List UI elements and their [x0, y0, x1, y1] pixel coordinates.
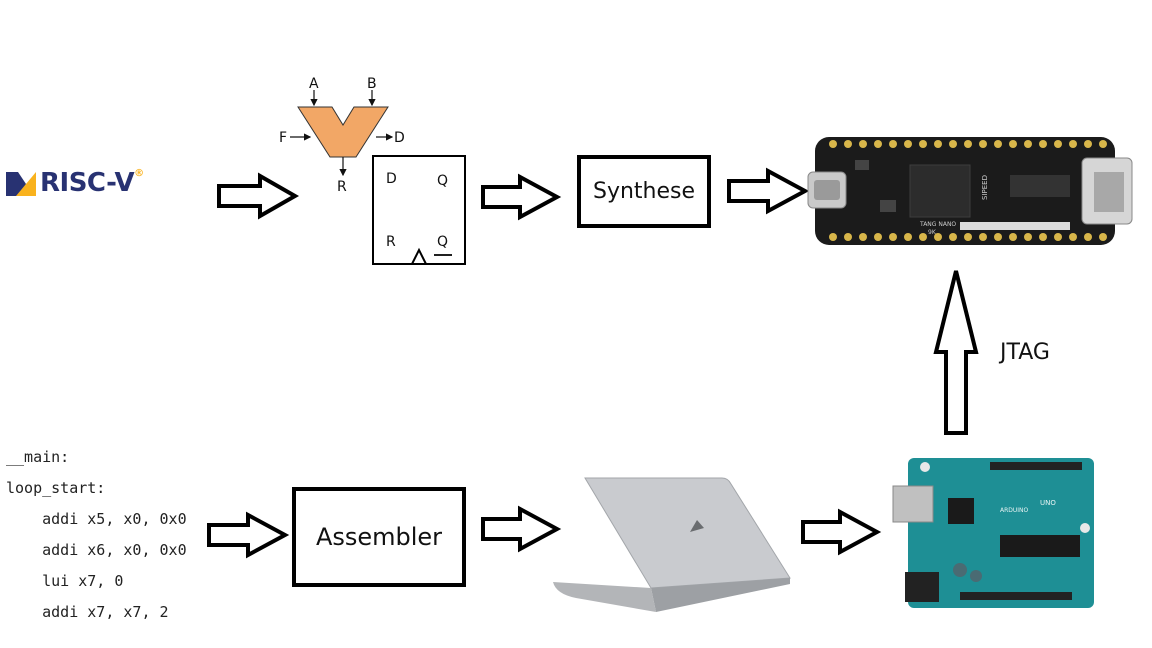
arrow-synthese-to-fpga	[727, 167, 810, 215]
synthese-box	[577, 155, 711, 228]
riscv-logo-label: RISC-V	[40, 168, 135, 198]
arrow-assembler-to-laptop	[481, 505, 562, 553]
fpga-board-image: TANG NANO 9K SIPEED	[807, 137, 1133, 245]
fpga-label-tang: TANG NANO	[919, 221, 956, 228]
code-line: lui x7, 0	[6, 572, 124, 590]
laptop-logo-icon	[690, 520, 704, 532]
ff-q-label: Q	[437, 173, 448, 189]
pin-row-top	[829, 140, 1107, 148]
ff-qbar-label: Q	[437, 234, 448, 250]
pin-row-bottom	[829, 233, 1107, 241]
alu-function-label: F	[279, 130, 287, 146]
ff-d-label: D	[386, 171, 397, 187]
arrow-riscv-to-alu	[217, 172, 300, 220]
arduino-board-image: UNO ARDUINO	[892, 458, 1094, 608]
arrow-jtag-up	[933, 270, 979, 435]
code-line: __main:	[6, 448, 70, 466]
ff-r-label: R	[386, 234, 396, 250]
synthese-label: Synthese	[592, 179, 696, 204]
assembler-box	[292, 487, 466, 587]
arduino-label-brand: ARDUINO	[1000, 507, 1029, 514]
laptop-image	[553, 477, 791, 612]
assembler-label: Assembler	[315, 523, 443, 551]
riscv-logo-icon	[6, 172, 36, 196]
arrow-laptop-to-arduino	[801, 508, 882, 556]
alu-output-label: D	[394, 130, 405, 146]
code-line: loop_start:	[6, 479, 106, 497]
code-line: addi x6, x0, 0x0	[6, 541, 187, 559]
d-flipflop-symbol: D Q R Q	[372, 155, 466, 265]
alu-symbol: A B F D R	[279, 76, 405, 195]
jtag-label: JTAG	[1000, 340, 1050, 365]
code-line: addi x7, x7, 2	[6, 603, 169, 621]
arduino-label-uno: UNO	[1040, 499, 1056, 507]
arrow-ff-to-synthese	[481, 173, 562, 221]
arrow-code-to-assembler	[207, 511, 290, 559]
fpga-label-sipeed: SIPEED	[981, 175, 989, 200]
alu-input-b: B	[367, 76, 377, 92]
alu-result-label: R	[337, 179, 347, 195]
riscv-logo-text: RISC-V®	[40, 168, 144, 198]
fpga-label-9k: 9K	[928, 229, 937, 236]
alu-input-a: A	[309, 76, 319, 92]
riscv-registered-mark: ®	[134, 168, 144, 179]
code-line: addi x5, x0, 0x0	[6, 510, 187, 528]
